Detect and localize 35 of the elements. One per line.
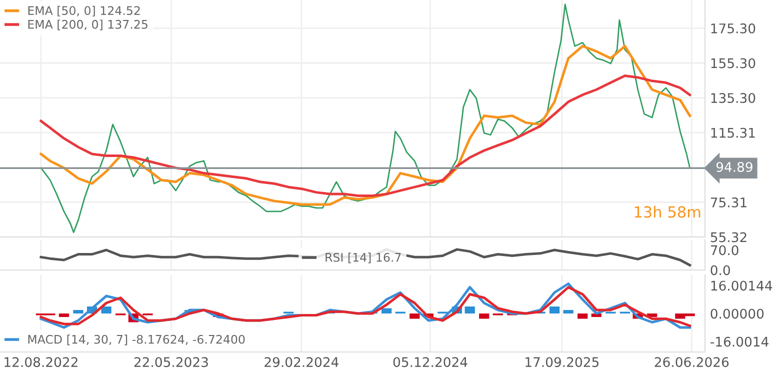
x-tick-label: 12.08.2022 [4, 357, 78, 368]
legend-label: MACD [14, 30, 7] -8.17624, -6.72400 [28, 334, 245, 346]
y-tick-label: 155.30 [711, 58, 756, 68]
y-tick-label: 75.31 [710, 197, 746, 208]
legend-label: EMA [200, 0] 137.25 [28, 20, 148, 30]
bar [410, 314, 420, 319]
y-tick-label: 175.30 [711, 23, 756, 34]
y-tick-label: 115.31 [711, 128, 755, 138]
y-tick-label: 0.00000 [710, 308, 764, 319]
x-tick-label: 22.05.2023 [134, 357, 208, 368]
bar [58, 314, 70, 317]
x-tick-label: 05.12.2024 [393, 357, 468, 368]
bar [563, 310, 574, 314]
bar [101, 306, 112, 314]
bar [479, 314, 490, 319]
y-tick-label: -16.0014 [710, 336, 768, 347]
bar [73, 310, 84, 314]
legend-label: EMA [50, 0] 124.52 [28, 6, 140, 16]
y-tick-label: 70.0 [710, 245, 738, 256]
legend-label: RSI [14] 16.7 [326, 252, 401, 264]
line-series [40, 44, 692, 206]
line-series [40, 74, 692, 198]
y-tick-label: 0.0 [710, 265, 730, 276]
bar [381, 308, 392, 314]
y-tick-label: 135.30 [711, 93, 756, 104]
y-tick-label: 55.32 [710, 232, 746, 242]
y-tick-label: 16.00144 [711, 280, 772, 291]
annotation: 13h 58m [634, 206, 700, 218]
bar [578, 314, 588, 319]
x-tick-label: 29.02.2024 [264, 357, 338, 368]
bar [549, 306, 560, 314]
bar [464, 306, 475, 314]
ref-line-label: 94.89 [716, 162, 752, 172]
x-tick-label: 26.06.2026 [654, 357, 729, 368]
x-tick-label: 17.09.2025 [526, 357, 599, 368]
